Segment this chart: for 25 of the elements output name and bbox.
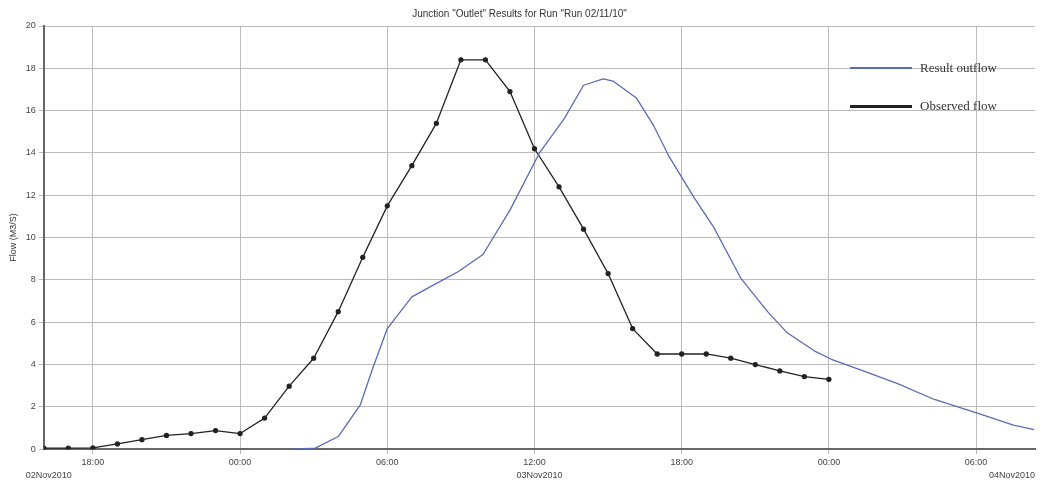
- text: 04Nov2010: [988, 470, 1035, 481]
- chart-title: Junction "Outlet" Results for Run "Run 02/11/10": [412, 7, 628, 19]
- y-tick-label: 12: [25, 189, 36, 200]
- y-tick-label: 2: [30, 401, 36, 412]
- x-tick-label: 00:00: [228, 457, 252, 468]
- x-tick-label: 00:00: [817, 457, 841, 468]
- text: 02Nov2010: [25, 470, 72, 481]
- text: 03Nov2010: [516, 470, 563, 481]
- y-tick-label: 14: [25, 147, 36, 158]
- y-tick-label: 18: [25, 62, 36, 73]
- y-tick-label: 4: [30, 359, 36, 370]
- x-tick-label: 06:00: [964, 457, 988, 468]
- x-tick-label: 18:00: [670, 457, 693, 468]
- y-tick-label: 16: [25, 105, 36, 116]
- legend-label: Observed flow: [920, 98, 997, 114]
- y-tick-label: 20: [25, 20, 36, 31]
- legend-label: Result outflow: [920, 60, 997, 76]
- y-tick-label: 6: [30, 316, 36, 327]
- x-tick-label: 18:00: [81, 457, 105, 468]
- y-tick-label: 10: [25, 232, 36, 243]
- y-tick-label: 0: [30, 443, 36, 454]
- y-tick-label: 8: [30, 274, 36, 285]
- x-tick-label: 06:00: [376, 457, 399, 468]
- y-axis-title: Flow (M3/S): [7, 213, 18, 262]
- x-tick-label: 12:00: [523, 457, 546, 468]
